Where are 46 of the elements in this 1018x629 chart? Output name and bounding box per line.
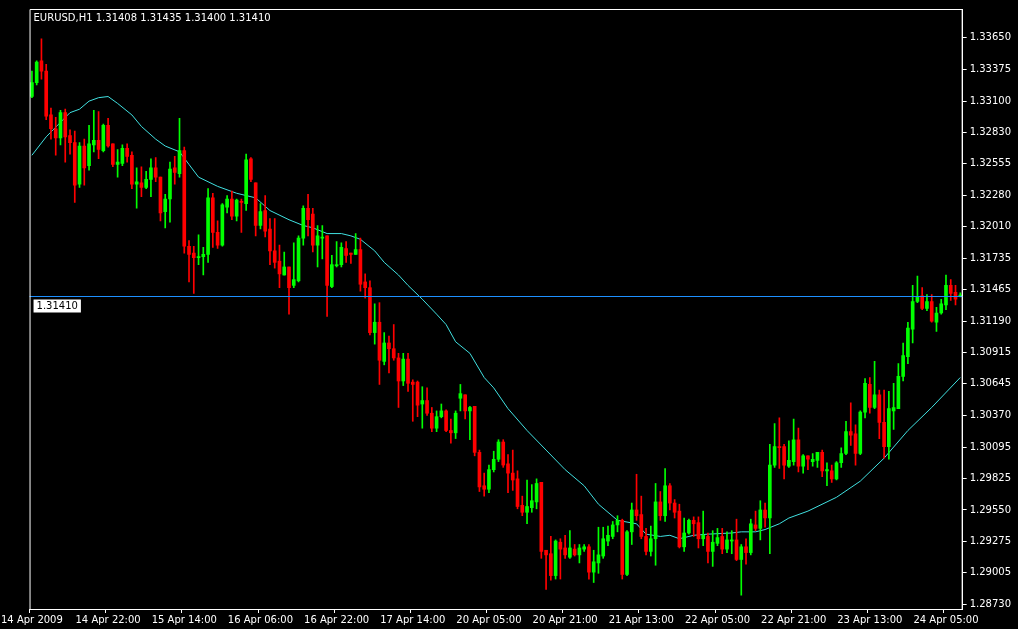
x-tick-label: 22 Apr 21:00 — [761, 613, 827, 625]
y-tick-label: 1.33100 — [969, 94, 1012, 106]
y-tick-label: 1.32555 — [969, 157, 1012, 169]
x-tick-label: 17 Apr 14:00 — [380, 613, 446, 625]
y-tick-label: 1.29275 — [969, 535, 1012, 547]
x-tick-label: 22 Apr 05:00 — [684, 613, 751, 625]
candlestick — [172, 156, 177, 185]
x-tick-label: 14 Apr 2009 — [1, 613, 63, 625]
x-tick-label: 15 Apr 14:00 — [151, 613, 217, 625]
candlestick — [391, 324, 396, 361]
candlestick — [420, 386, 425, 429]
chart-title: EURUSD,H1 1.31408 1.31435 1.31400 1.31410 — [33, 11, 271, 23]
y-tick-label: 1.30370 — [969, 409, 1012, 421]
y-tick-label: 1.32010 — [969, 220, 1012, 232]
y-tick-label: 1.33650 — [969, 31, 1012, 43]
x-tick-label: 23 Apr 13:00 — [837, 613, 903, 625]
y-tick-label: 1.30095 — [969, 440, 1012, 452]
x-tick-label: 16 Apr 06:00 — [227, 613, 294, 625]
y-tick-label: 1.30645 — [969, 377, 1012, 389]
y-tick-label: 1.29550 — [969, 503, 1012, 515]
candlestick — [701, 510, 706, 546]
x-tick-label: 24 Apr 05:00 — [913, 613, 979, 625]
x-tick-label: 21 Apr 13:00 — [608, 613, 674, 625]
candlestick — [468, 405, 472, 441]
x-tick-label: 14 Apr 22:00 — [75, 613, 141, 625]
candlestick — [710, 530, 715, 567]
y-tick-label: 1.30915 — [969, 346, 1012, 358]
candlestick — [191, 245, 196, 294]
y-tick-label: 1.32830 — [969, 125, 1012, 137]
y-tick-label: 1.33375 — [969, 63, 1012, 75]
candlestick — [291, 242, 296, 289]
y-tick-label: 1.32280 — [969, 189, 1012, 201]
y-tick-label: 1.29005 — [969, 566, 1012, 578]
y-tick-label: 1.31190 — [969, 314, 1012, 326]
ref-line-label: 1.31410 — [36, 300, 78, 312]
y-tick-label: 1.29825 — [969, 471, 1012, 483]
y-tick-label: 1.31735 — [969, 251, 1012, 263]
candlestick — [810, 453, 815, 467]
y-tick-label: 1.28730 — [969, 597, 1012, 609]
x-tick-label: 20 Apr 21:00 — [532, 613, 598, 625]
candlestick — [825, 462, 829, 487]
x-tick-label: 20 Apr 05:00 — [456, 613, 522, 625]
y-tick-label: 1.31465 — [969, 283, 1012, 295]
candlestick — [53, 116, 58, 156]
candlestick — [320, 225, 325, 260]
x-tick-label: 16 Apr 22:00 — [304, 613, 370, 625]
